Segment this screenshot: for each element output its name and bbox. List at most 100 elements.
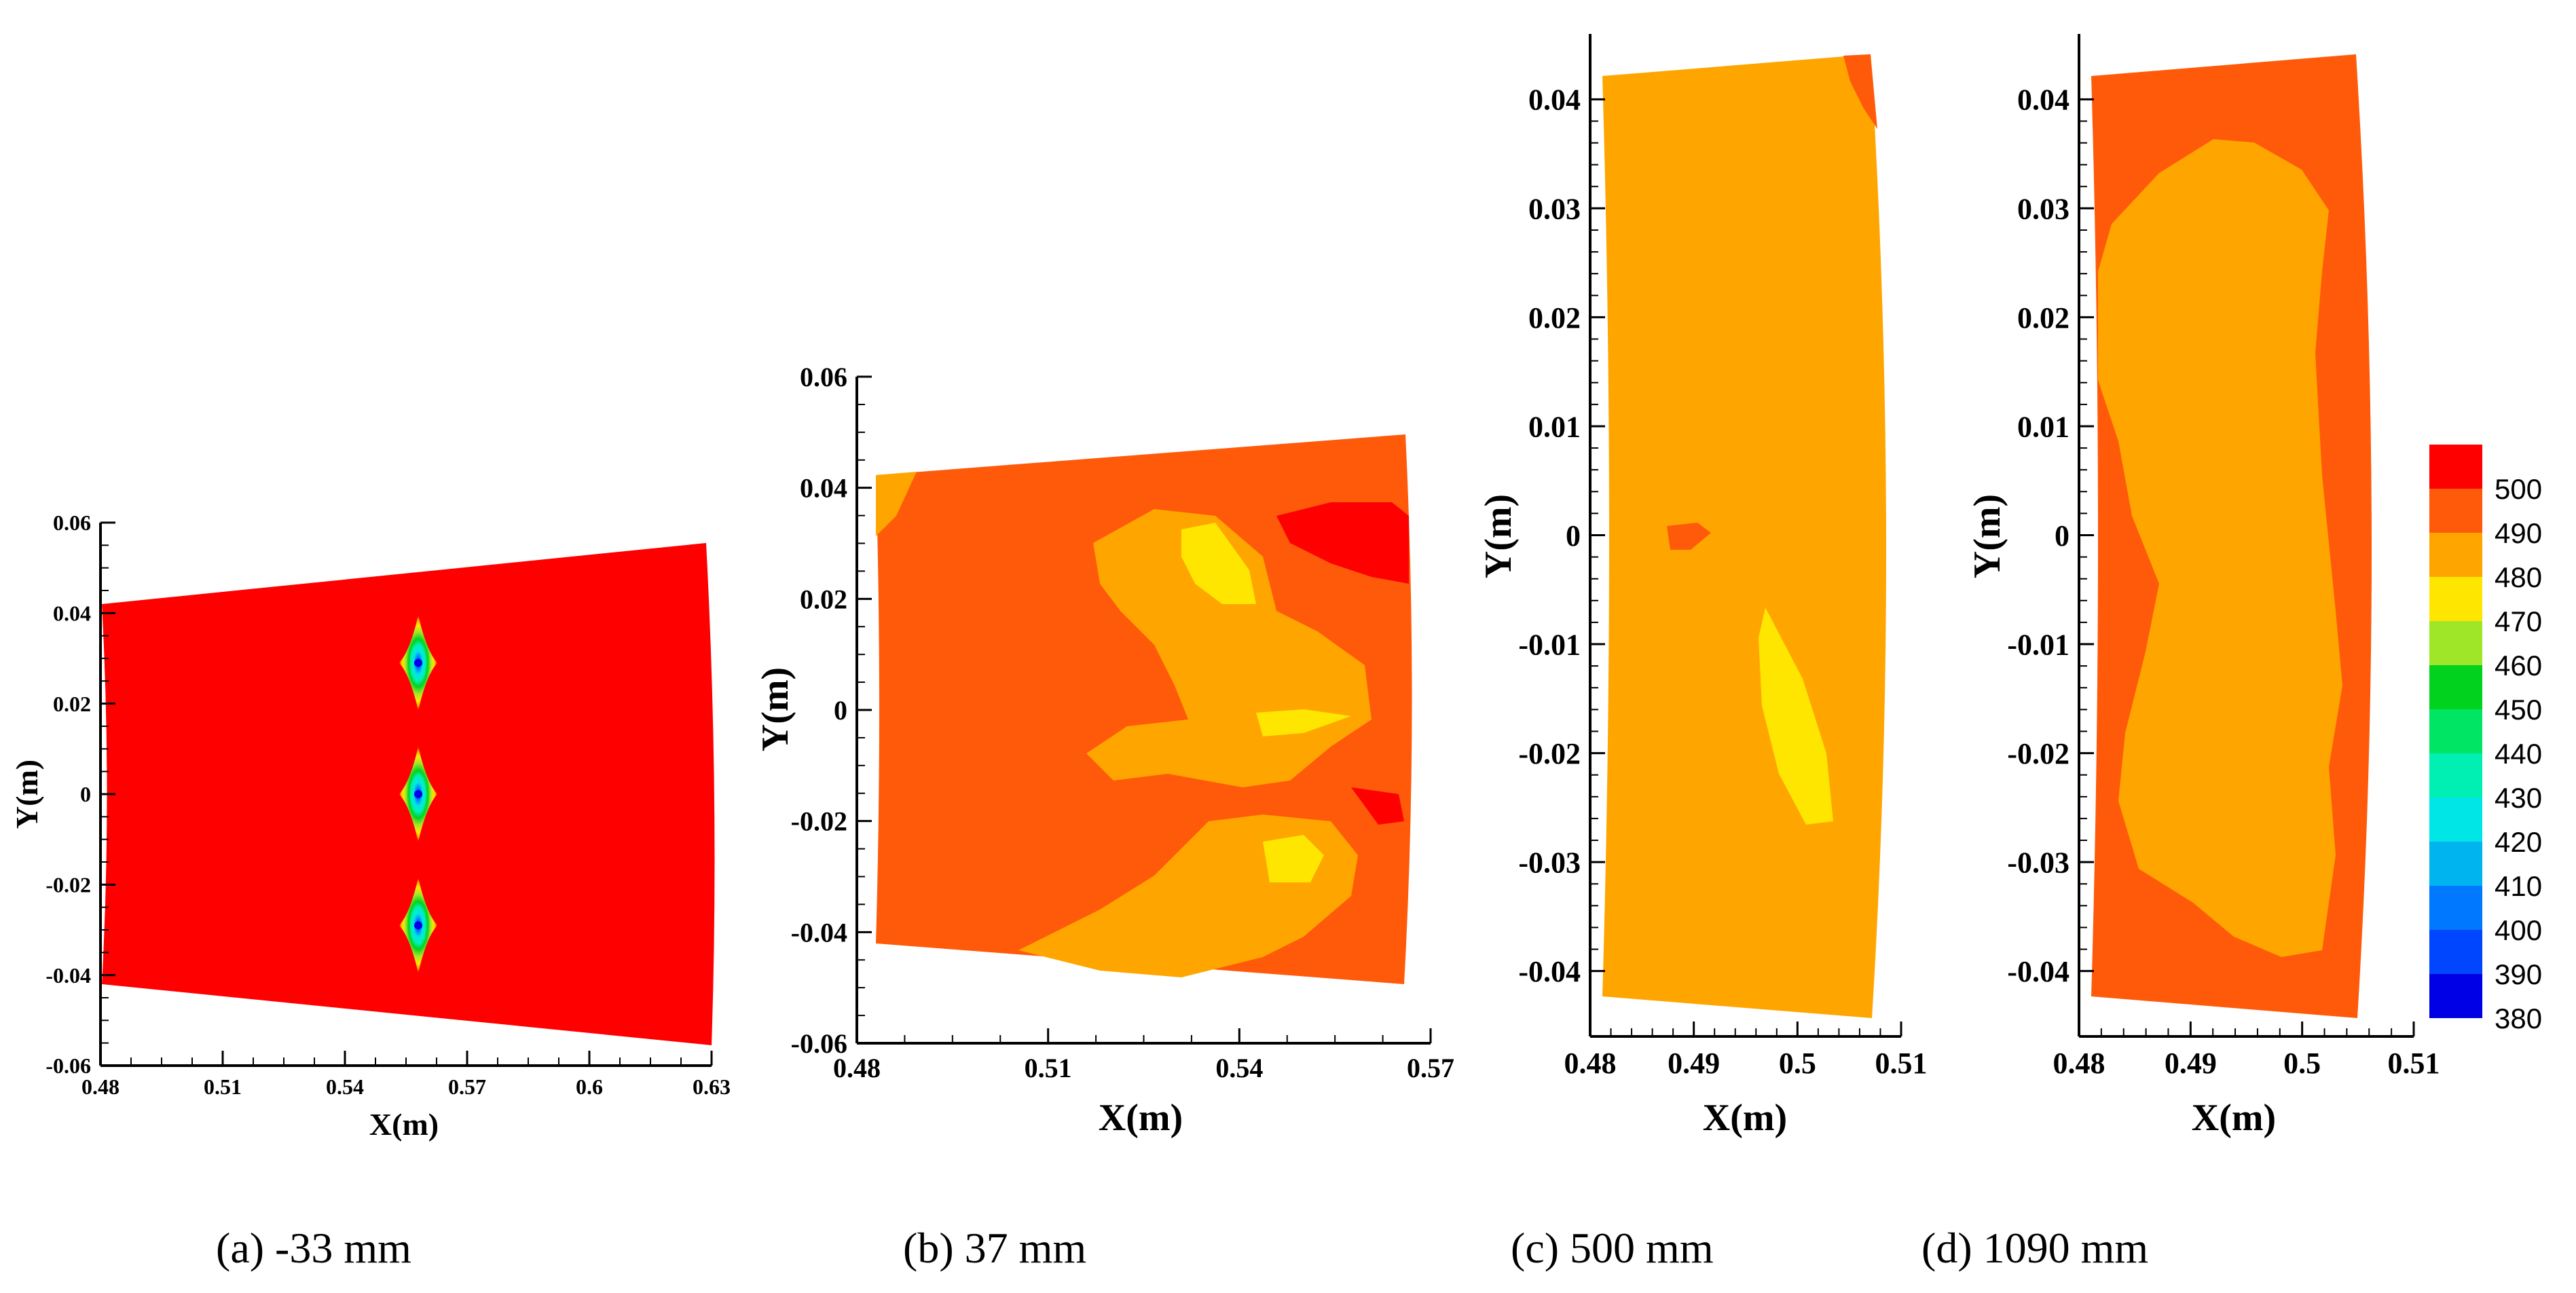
- panel-a-hotspot-core: [414, 921, 422, 930]
- panel-a-y-tick-label: 0.04: [53, 601, 91, 626]
- panel-d-region-490: [2098, 139, 2342, 957]
- panel-b-y-tick-label: 0.04: [800, 473, 847, 504]
- panel-c-y-tick-label: -0.02: [1518, 737, 1581, 770]
- panel-c-region-480: [1759, 607, 1833, 825]
- legend-swatch: [2429, 753, 2482, 798]
- panel-c-region-500-spot: [1667, 523, 1711, 550]
- panel-a-x-tick-label: 0.54: [326, 1074, 364, 1099]
- legend-swatch: [2429, 842, 2482, 886]
- panel-c-x-axis: 0.48 0.49 0.5 0.51: [1564, 1022, 1928, 1080]
- panel-c-x-tick-label: 0.48: [1564, 1047, 1617, 1080]
- legend-swatch: [2429, 974, 2482, 1018]
- panel-d-y-tick-label: 0.04: [2017, 83, 2069, 117]
- legend-label: 460: [2495, 650, 2542, 681]
- panel-c-y-tick-label: -0.03: [1518, 846, 1581, 880]
- legend-label: 420: [2495, 826, 2542, 858]
- panel-d-y-tick-label: -0.03: [2007, 846, 2069, 880]
- panel-d-y-tick-label: -0.02: [2007, 737, 2069, 770]
- panel-c: 0.48 0.49 0.5 0.51 0.04 0.03 0.02 0.01 0 -0.01 -0…: [1477, 34, 1928, 1272]
- panel-b-y-tick-label: -0.02: [791, 806, 847, 837]
- panel-b-y-tick-label: 0: [834, 695, 847, 726]
- panel-d-y-tick-label: 0.03: [2017, 192, 2069, 225]
- panel-d-xlabel: X(m): [2192, 1097, 2276, 1139]
- legend-swatch: [2429, 577, 2482, 621]
- legend-swatch: [2429, 886, 2482, 930]
- panel-b-y-tick-label: -0.04: [791, 917, 847, 948]
- legend-swatch: [2429, 930, 2482, 974]
- panel-d: 0.48 0.49 0.5 0.51 0.04 0.03 0.02 0.01 0 -0.01 -0…: [1921, 34, 2440, 1272]
- legend-label: 490: [2495, 517, 2542, 549]
- panel-b-region-480-c: [1263, 835, 1324, 882]
- legend-label: 440: [2495, 738, 2542, 770]
- legend-label: 470: [2495, 605, 2542, 637]
- panel-a-plot-area: [102, 543, 715, 1045]
- legend-swatch: [2429, 798, 2482, 842]
- panel-b: 0.48 0.51 0.54 0.57 0.06 0.04 0.02 0 -0.02 -0.04…: [754, 362, 1454, 1272]
- panel-b-region-480-b: [1256, 709, 1351, 736]
- panel-b-x-tick-label: 0.48: [833, 1053, 881, 1083]
- panel-d-y-tick-label: -0.01: [2007, 628, 2069, 661]
- panel-c-domain: [1602, 54, 1887, 1018]
- panel-a-x-tick-label: 0.63: [693, 1074, 731, 1099]
- panel-b-ylabel: Y(m): [754, 667, 796, 751]
- panel-b-x-tick-label: 0.51: [1025, 1053, 1072, 1083]
- panel-c-y-tick-label: 0: [1566, 519, 1581, 552]
- panel-c-y-tick-label: 0.04: [1528, 83, 1581, 117]
- panel-a-x-tick-label: 0.57: [448, 1074, 486, 1099]
- legend-label: 400: [2495, 914, 2542, 946]
- panel-d-ylabel: Y(m): [1966, 494, 2008, 578]
- legend-label: 430: [2495, 782, 2542, 814]
- panel-d-x-tick-label: 0.49: [2165, 1047, 2217, 1080]
- panel-b-region-480-a: [1181, 523, 1256, 604]
- panel-a-hotspots: [399, 615, 437, 973]
- panel-d-x-tick-label: 0.48: [2053, 1047, 2105, 1080]
- panel-c-ylabel: Y(m): [1477, 494, 1520, 578]
- panel-d-y-axis: 0.04 0.03 0.02 0.01 0 -0.01 -0.02 -0.03 -0.04: [2007, 34, 2094, 1036]
- panel-b-region-500-a: [1276, 502, 1409, 584]
- panel-b-x-tick-label: 0.57: [1407, 1053, 1454, 1083]
- panel-b-x-tick-label: 0.54: [1215, 1053, 1263, 1083]
- panel-a-x-tick-label: 0.51: [204, 1074, 242, 1099]
- panel-d-caption: (d) 1090 mm: [1921, 1224, 2148, 1272]
- legend-swatch: [2429, 445, 2482, 489]
- panel-a-y-tick-label: 0: [80, 782, 91, 806]
- panel-b-caption: (b) 37 mm: [903, 1224, 1086, 1272]
- panel-d-x-tick-label: 0.51: [2388, 1047, 2440, 1080]
- legend-label: 380: [2495, 1002, 2542, 1034]
- panel-d-y-tick-label: 0: [2055, 519, 2069, 552]
- legend-label: 480: [2495, 561, 2542, 593]
- panel-a-y-tick-label: -0.04: [45, 963, 91, 988]
- panel-a-ylabel: Y(m): [10, 760, 44, 829]
- panel-b-y-tick-label: 0.02: [800, 584, 847, 614]
- legend-swatch: [2429, 709, 2482, 753]
- panel-b-y-tick-label: -0.06: [791, 1028, 847, 1059]
- panel-b-y-tick-label: 0.06: [800, 362, 847, 392]
- panel-c-y-tick-label: 0.03: [1528, 192, 1581, 225]
- panel-a-caption: (a) -33 mm: [216, 1224, 411, 1272]
- legend-swatch: [2429, 621, 2482, 665]
- panel-b-plot-area: [876, 434, 1412, 984]
- panel-b-x-axis: 0.48 0.51 0.54 0.57: [833, 1028, 1454, 1083]
- panel-c-y-tick-label: 0.01: [1528, 410, 1581, 443]
- legend-label: 450: [2495, 694, 2542, 726]
- panel-a: 0.48 0.51 0.54 0.57 0.6 0.63 0.06 0.04 0.02 0 -0.…: [10, 510, 731, 1272]
- panel-d-y-tick-label: -0.04: [2007, 955, 2069, 988]
- panel-c-y-tick-label: -0.04: [1518, 955, 1581, 988]
- panel-c-region-500: [1843, 54, 1877, 129]
- panel-c-y-tick-label: -0.01: [1518, 628, 1581, 661]
- panel-a-xlabel: X(m): [369, 1107, 439, 1142]
- panel-a-y-tick-label: 0.02: [53, 692, 91, 716]
- panel-c-y-axis: 0.04 0.03 0.02 0.01 0 -0.01 -0.02 -0.03 -0.04: [1518, 34, 1605, 1036]
- panel-c-caption: (c) 500 mm: [1511, 1224, 1714, 1272]
- panel-b-y-axis: 0.06 0.04 0.02 0 -0.02 -0.04 -0.06: [791, 362, 872, 1059]
- legend-swatch: [2429, 533, 2482, 577]
- panel-c-xlabel: X(m): [1703, 1097, 1787, 1139]
- panel-c-x-tick-label: 0.51: [1875, 1047, 1928, 1080]
- panel-a-x-tick-label: 0.6: [576, 1074, 603, 1099]
- panel-c-x-tick-label: 0.5: [1779, 1047, 1816, 1080]
- colorbar-legend: 500 490 480 470 460 450 440 430 420 410 400 390 380: [2429, 445, 2542, 1034]
- legend-swatch: [2429, 665, 2482, 709]
- panel-b-region-490-corner: [876, 472, 917, 536]
- panel-c-plot-area: [1602, 54, 1887, 1018]
